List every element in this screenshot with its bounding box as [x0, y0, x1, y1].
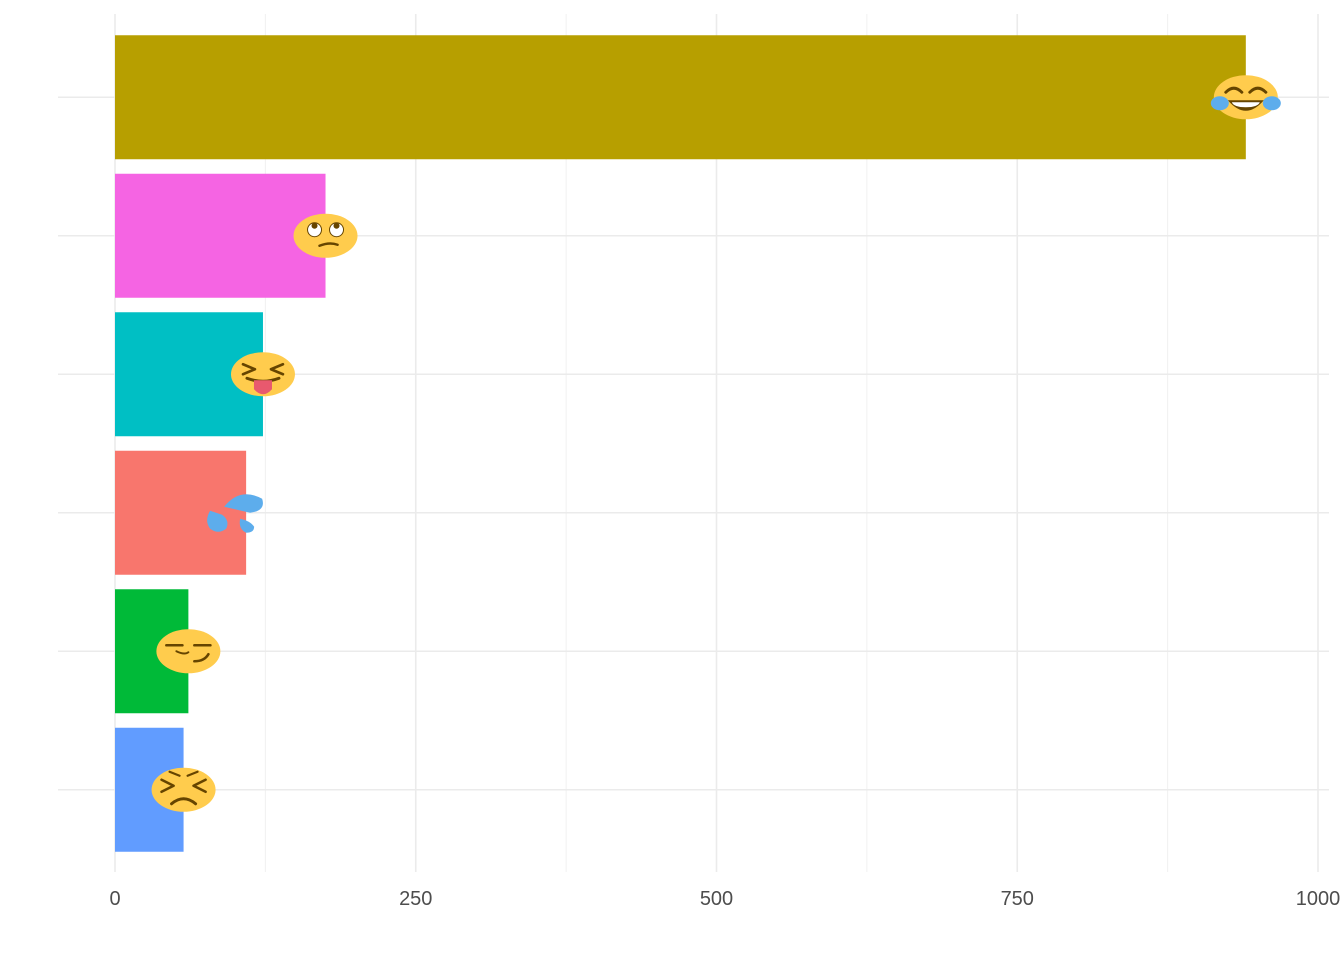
- bar-face-with-tears-of-joy: [115, 35, 1246, 160]
- x-tick-label: 500: [700, 888, 733, 910]
- x-axis-tick-labels: 0 250 500 750 1000: [109, 888, 1340, 910]
- face-with-tears-of-joy-icon: [1210, 75, 1281, 120]
- sweat-droplets-icon: [207, 494, 263, 533]
- x-tick-label: 750: [1001, 888, 1034, 910]
- bar-icons: [151, 75, 1281, 812]
- bars: [115, 35, 1246, 852]
- x-tick-label: 1000: [1296, 888, 1341, 910]
- x-tick-label: 0: [109, 888, 120, 910]
- face-with-rolling-eyes-icon: [293, 213, 358, 258]
- smirking-face-icon: [156, 629, 221, 674]
- bar-face-with-rolling-eyes: [115, 173, 326, 298]
- x-tick-label: 250: [399, 888, 432, 910]
- persevering-face-icon: [151, 767, 216, 812]
- squinting-face-with-tongue-icon: [230, 352, 295, 397]
- bar-sweat-droplets: [115, 450, 247, 575]
